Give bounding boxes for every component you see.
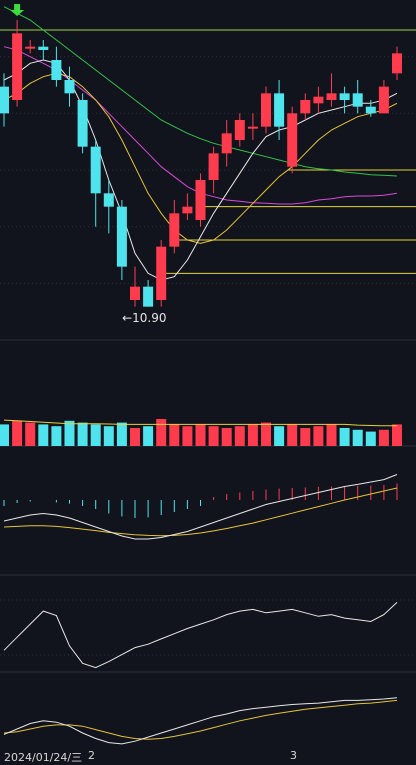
candle-body xyxy=(156,246,167,300)
volume-bar xyxy=(326,424,337,446)
candle-body xyxy=(365,106,376,114)
current-date-label: 2024/01/24/三 xyxy=(4,751,83,764)
candle-body xyxy=(234,120,245,140)
volume-bar xyxy=(365,431,376,446)
candle-body xyxy=(130,286,140,300)
volume-bar xyxy=(352,429,363,446)
volume-bar xyxy=(143,426,154,446)
candle-body xyxy=(103,193,114,207)
candle-body xyxy=(274,93,285,127)
candle-body xyxy=(352,93,363,107)
candle-body xyxy=(339,93,350,100)
volume-bar xyxy=(12,420,23,446)
candle-body xyxy=(247,126,258,129)
macd-dea-line xyxy=(3,487,398,537)
volume-bar xyxy=(392,424,402,446)
candle-body xyxy=(195,180,206,220)
candle-body xyxy=(261,93,271,127)
volume-bar xyxy=(130,428,140,446)
time-mark-2: 2 xyxy=(88,749,95,762)
oscillator-line xyxy=(3,602,398,669)
candle-body xyxy=(77,100,88,147)
time-axis-footer: 2024/01/24/三 2 3 xyxy=(0,749,416,764)
volume-bar xyxy=(234,426,245,446)
candle-body xyxy=(300,100,311,114)
volume-ma-line xyxy=(3,419,397,427)
volume-bar xyxy=(103,426,114,446)
volume-bar xyxy=(208,426,219,446)
volume-bar xyxy=(90,424,101,446)
volume-bar xyxy=(195,424,206,446)
volume-bar xyxy=(339,428,350,446)
candle-body xyxy=(326,93,337,100)
volume-bar xyxy=(51,426,62,446)
volume-bar xyxy=(221,428,232,446)
volume-bar xyxy=(64,420,75,446)
volume-bar xyxy=(261,422,271,446)
candle-body xyxy=(0,86,9,114)
volume-bar xyxy=(274,426,285,446)
volume-bar xyxy=(169,424,180,446)
candle-body xyxy=(12,33,23,101)
candle-body xyxy=(51,60,62,80)
macd-dif-line xyxy=(3,474,398,540)
candle-body xyxy=(90,146,101,194)
candle-body xyxy=(392,53,402,74)
candle-body xyxy=(38,46,49,50)
time-mark-3: 3 xyxy=(290,749,297,762)
candle-body xyxy=(313,96,324,104)
volume-bar xyxy=(38,424,49,446)
volume-bar xyxy=(0,424,9,446)
candle-body xyxy=(143,286,154,307)
buy-signal-arrow-icon xyxy=(10,4,25,16)
candle-body xyxy=(208,153,219,180)
candle-body xyxy=(169,213,180,247)
kd-d-line xyxy=(3,699,398,740)
kd-k-line xyxy=(3,697,398,745)
candle-body xyxy=(287,113,298,167)
volume-bar xyxy=(156,419,167,446)
volume-bar xyxy=(313,426,324,446)
ma30-line xyxy=(3,6,398,177)
candle-body xyxy=(25,46,36,49)
candle-body xyxy=(378,86,389,114)
volume-bar xyxy=(77,422,88,446)
volume-bar xyxy=(247,424,258,446)
volume-bar xyxy=(116,422,127,446)
volume-bar xyxy=(182,426,193,446)
volume-bar xyxy=(300,428,311,446)
volume-bar xyxy=(287,424,298,446)
candle-body xyxy=(182,206,193,214)
candle-body xyxy=(221,133,232,154)
volume-bar xyxy=(378,429,389,446)
low-price-label: ←10.90 xyxy=(122,310,167,325)
volume-bar xyxy=(25,422,36,446)
candle-body xyxy=(64,80,75,94)
candle-body xyxy=(116,206,127,267)
